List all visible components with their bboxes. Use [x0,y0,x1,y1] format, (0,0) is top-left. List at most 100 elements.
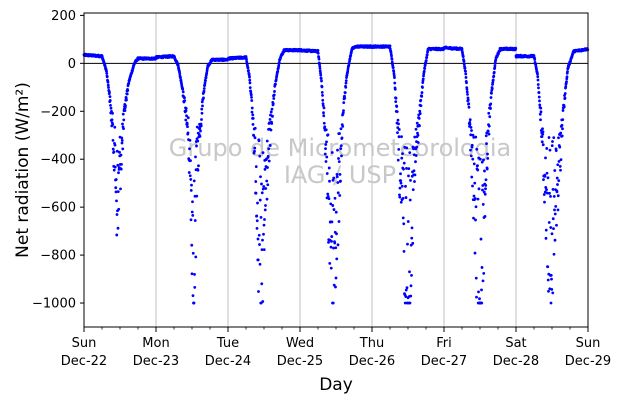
data-point [116,190,120,194]
data-point [321,104,325,107]
data-point [274,78,278,81]
data-point [395,105,399,108]
data-point [473,251,477,255]
data-point [398,193,401,197]
data-point [544,236,548,240]
data-point [108,95,112,99]
data-point [191,294,195,298]
data-point [334,246,338,250]
x-axis-label: Day [319,375,353,395]
data-point [256,237,260,241]
data-point [338,132,341,135]
data-point [551,291,555,295]
data-point [552,227,555,231]
data-point [336,148,339,152]
data-point [474,135,478,139]
data-point [335,173,339,176]
data-point [421,86,424,89]
data-point [254,180,258,183]
data-point [556,194,560,198]
data-point [342,101,346,105]
x-tick-date: Dec-23 [133,354,179,369]
data-point [543,200,546,204]
data-point [121,147,125,151]
data-point [563,92,567,95]
data-point [541,143,545,147]
data-point [250,99,254,102]
data-point [468,118,472,122]
data-point [125,98,128,102]
data-point [195,137,199,141]
data-point [464,76,468,79]
data-point [413,135,417,139]
data-point [537,95,541,99]
data-point [344,81,348,85]
data-point [262,185,266,188]
data-point [344,85,348,89]
data-point [338,194,342,197]
data-point [422,69,426,73]
data-point [347,64,351,67]
data-point [404,295,408,298]
data-point [260,248,264,252]
data-point [537,91,541,94]
data-point [190,210,194,214]
data-point [343,96,347,100]
data-point [489,107,492,110]
data-point [554,149,558,153]
data-point [202,87,206,90]
data-point [403,301,407,305]
data-point [538,103,542,107]
data-point [414,127,418,131]
data-point [533,58,537,61]
data-point [266,183,270,187]
data-point [115,233,119,237]
data-point [393,87,397,91]
data-point [115,149,119,153]
data-point [117,171,120,175]
data-point [339,144,343,148]
data-point [536,78,540,82]
data-point [330,151,334,154]
x-tick-weekday: Sun [72,336,97,351]
data-point [189,159,192,163]
data-point [330,235,334,238]
data-point [184,107,188,110]
data-point [259,216,263,219]
data-point [342,109,345,113]
data-point [124,104,127,108]
data-point [465,81,468,85]
data-point [561,118,565,122]
data-point [336,181,340,184]
data-point [113,165,117,169]
x-tick-weekday: Thu [359,336,384,351]
data-point [125,92,129,96]
data-point [552,136,556,140]
data-point [555,176,559,180]
data-point [545,147,549,150]
data-point [542,178,545,182]
data-point [492,74,496,78]
data-point [185,114,188,118]
x-tick-weekday: Sat [505,336,526,351]
data-point [106,83,110,87]
data-point [552,252,556,256]
data-point [102,61,106,65]
data-point [185,122,189,126]
data-point [398,186,402,190]
data-point [330,239,333,243]
data-point [407,174,410,178]
data-point [544,228,548,232]
data-point [329,245,333,249]
data-point [478,297,481,301]
data-point [269,110,273,114]
data-point [559,131,563,135]
data-point [276,69,280,73]
data-point [119,187,122,191]
data-point [323,125,327,129]
data-point [472,194,476,198]
data-point [399,179,403,183]
data-point [196,139,200,143]
data-point [326,195,330,198]
data-point [474,276,478,280]
